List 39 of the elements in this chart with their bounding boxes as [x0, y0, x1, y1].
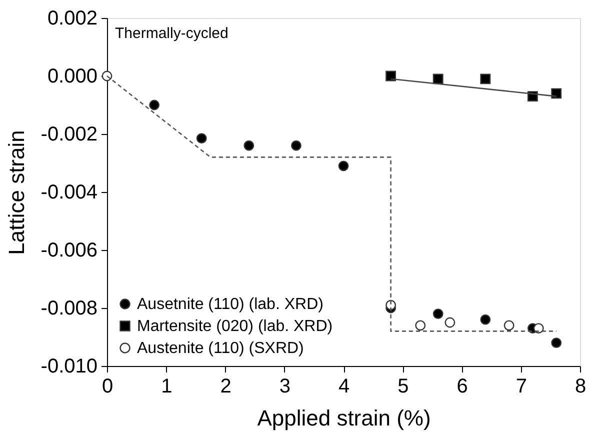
point [386, 70, 396, 82]
point [504, 320, 514, 331]
y-axis-title: Lattice strain [4, 130, 29, 255]
x-tick-label: 4 [338, 376, 350, 398]
point [444, 317, 456, 328]
x-tick-label: 7 [516, 376, 527, 398]
point [338, 160, 349, 172]
y-tick-label: -0.002 [40, 124, 98, 146]
x-tick-label: 3 [279, 376, 290, 398]
point [480, 74, 491, 84]
point [432, 308, 444, 319]
x-tick-label: 8 [574, 376, 586, 398]
point [415, 320, 426, 331]
y-tick-label: -0.008 [40, 298, 98, 320]
point [102, 70, 112, 82]
y-tick-label: -0.004 [40, 182, 98, 204]
x-tick-label: 1 [161, 376, 172, 398]
legend-label: Austenite (110) (SXRD) [137, 340, 304, 357]
point [244, 140, 254, 151]
y-tick-label: 0.000 [47, 66, 98, 88]
legend-label: Martensite (020) (lab. XRD) [137, 318, 333, 335]
x-tick-label: 0 [102, 376, 114, 398]
point [432, 74, 444, 84]
point [551, 88, 562, 99]
annotation: Thermally-cycled [115, 25, 228, 42]
point [196, 133, 207, 144]
point [149, 100, 160, 110]
point [533, 323, 544, 334]
x-tick-label: 6 [456, 376, 468, 398]
y-tick-label: -0.006 [40, 240, 98, 262]
y-tick-label: -0.010 [40, 356, 98, 378]
y-tick-label: 0.002 [47, 8, 98, 30]
legend-label: Ausetnite (110) (lab. XRD) [137, 296, 324, 313]
x-tick-label: 2 [220, 376, 232, 398]
x-axis-title: Applied strain (%) [257, 406, 431, 430]
x-tick-label: 5 [398, 376, 409, 398]
point [551, 338, 562, 348]
point [480, 314, 491, 325]
point [290, 140, 302, 151]
